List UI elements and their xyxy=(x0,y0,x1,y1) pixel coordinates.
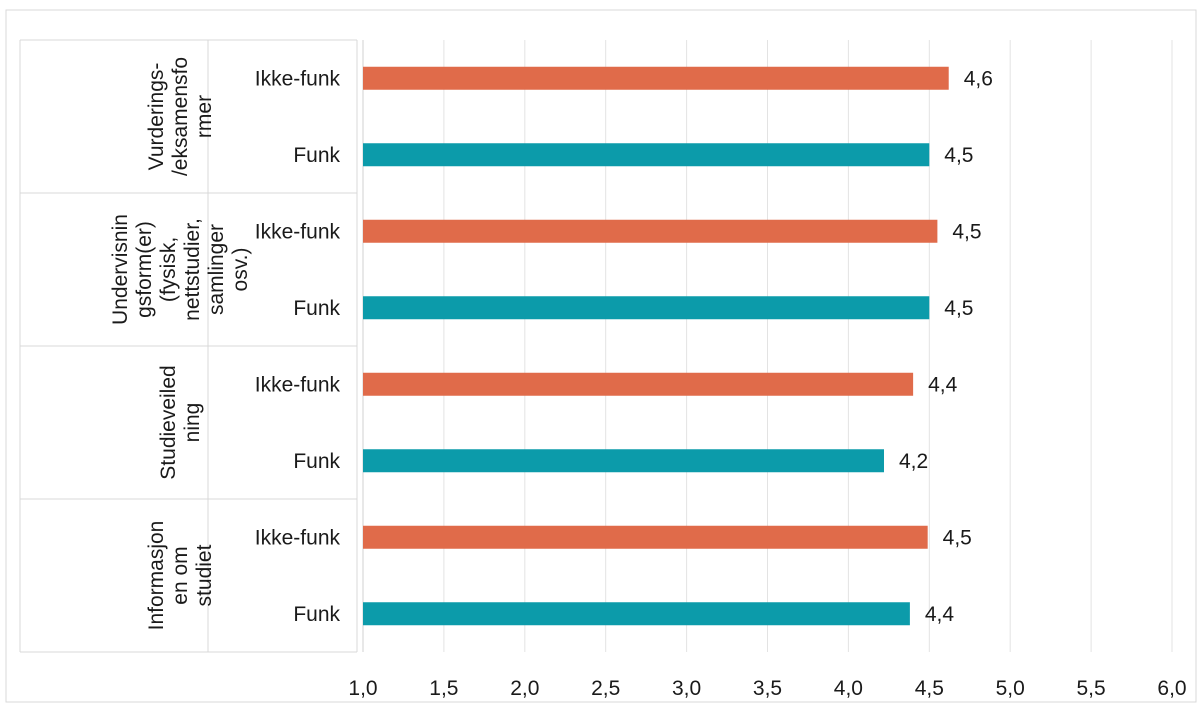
bar-value-label: 4,5 xyxy=(944,144,973,167)
chart-frame xyxy=(5,9,1197,703)
bar-category-label: Funk xyxy=(293,144,340,167)
bar-funk xyxy=(363,143,930,167)
bars: 4,6 4,5 4,5 4,5 4,4 4,2 4,5 4,4 xyxy=(363,66,993,626)
x-tick-label: 2,5 xyxy=(591,677,620,700)
bar-value-label: 4,5 xyxy=(944,297,973,320)
x-tick-label: 1,5 xyxy=(429,677,458,700)
bar-value-label: 4,5 xyxy=(952,220,981,243)
bar-funk xyxy=(363,296,930,320)
x-tick-label: 4,0 xyxy=(834,677,863,700)
bar-category-label: Funk xyxy=(293,450,340,473)
bar-category-label: Ikke-funk xyxy=(255,67,341,90)
bar-value-label: 4,4 xyxy=(928,373,958,396)
bar-category-label: Ikke-funk xyxy=(255,526,341,549)
bar-ikke-funk xyxy=(363,525,928,549)
bar-value-label: 4,5 xyxy=(943,526,972,549)
x-tick-label: 3,0 xyxy=(672,677,701,700)
x-tick-label: 1,0 xyxy=(348,677,377,700)
bar-ikke-funk xyxy=(363,219,938,243)
x-tick-label: 3,5 xyxy=(753,677,782,700)
x-tick-label: 6,0 xyxy=(1157,677,1186,700)
group-label: Undervisningsform(er)(fysisk,nettstudier… xyxy=(109,214,252,325)
group-label: Studieveiledning xyxy=(157,365,204,479)
bar-category-label: Ikke-funk xyxy=(255,220,341,243)
bar-category-label: Ikke-funk xyxy=(255,373,341,396)
x-tick-label: 4,5 xyxy=(915,677,944,700)
bar-value-label: 4,6 xyxy=(964,67,993,90)
x-axis: 1,0 1,5 2,0 2,5 3,0 3,5 4,0 4,5 5,0 5,5 6,0 xyxy=(348,677,1186,700)
x-tick-label: 2,0 xyxy=(510,677,539,700)
gridlines xyxy=(362,40,1173,652)
bar-funk xyxy=(363,602,910,626)
bar-funk xyxy=(363,449,884,473)
bar-value-label: 4,2 xyxy=(899,450,928,473)
x-tick-label: 5,5 xyxy=(1076,677,1105,700)
bar-ikke-funk xyxy=(363,372,914,396)
bar-value-label: 4,4 xyxy=(925,603,955,626)
group-label: Vurderings-/eksamensformer xyxy=(145,57,216,176)
category-axis: Vurderings-/eksamensformer Ikke-funk Funk U… xyxy=(19,39,358,653)
bar-category-label: Funk xyxy=(293,297,340,320)
bar-category-label: Funk xyxy=(293,603,340,626)
x-tick-label: 5,0 xyxy=(996,677,1025,700)
bar-ikke-funk xyxy=(363,66,949,90)
group-label: Informasjonen omstudiet xyxy=(145,521,216,631)
